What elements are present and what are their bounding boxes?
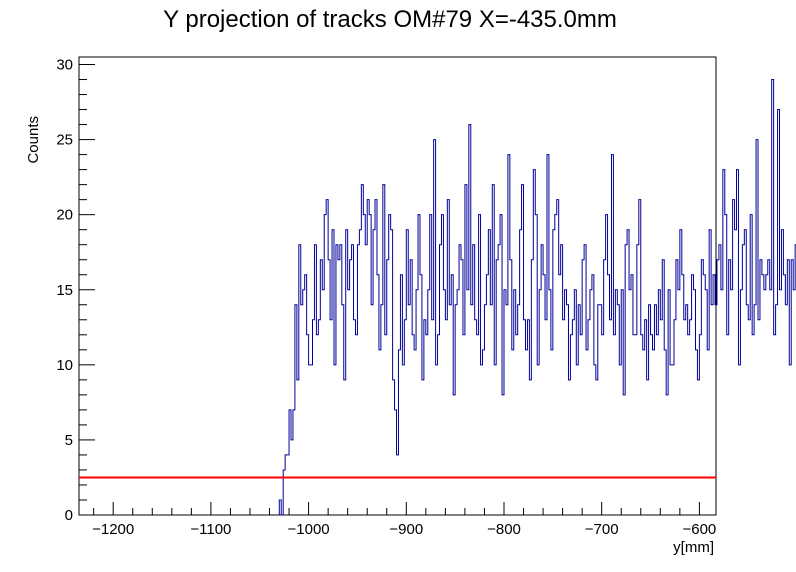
- axis-ticks: [79, 64, 700, 516]
- y-tick-label: 20: [56, 207, 73, 224]
- x-tick-label: −1100: [190, 521, 231, 538]
- y-tick-label: 5: [65, 432, 73, 449]
- x-tick-label: −800: [487, 521, 521, 538]
- y-tick-label: 15: [56, 282, 73, 299]
- y-axis-label: Counts: [25, 116, 42, 164]
- histogram-series: [278, 79, 796, 516]
- y-tick-label: 0: [65, 507, 73, 524]
- x-tick-label: −900: [389, 521, 423, 538]
- x-tick-label: −1000: [288, 521, 330, 538]
- axis-tick-labels: −1200 −1100 −1000 −900 −800 −700 −600 0 5 10 15 20 2…: [56, 57, 716, 538]
- x-tick-label: −700: [585, 521, 619, 538]
- x-tick-label: −600: [682, 521, 716, 538]
- x-tick-label: −1200: [92, 521, 134, 538]
- y-tick-label: 25: [56, 132, 73, 149]
- plot-frame: [78, 56, 717, 516]
- chart-title: Y projection of tracks OM#79 X=-435.0mm: [163, 6, 617, 33]
- y-tick-label: 30: [56, 57, 73, 74]
- x-axis-label: y[mm]: [673, 539, 714, 556]
- y-tick-label: 10: [56, 357, 73, 374]
